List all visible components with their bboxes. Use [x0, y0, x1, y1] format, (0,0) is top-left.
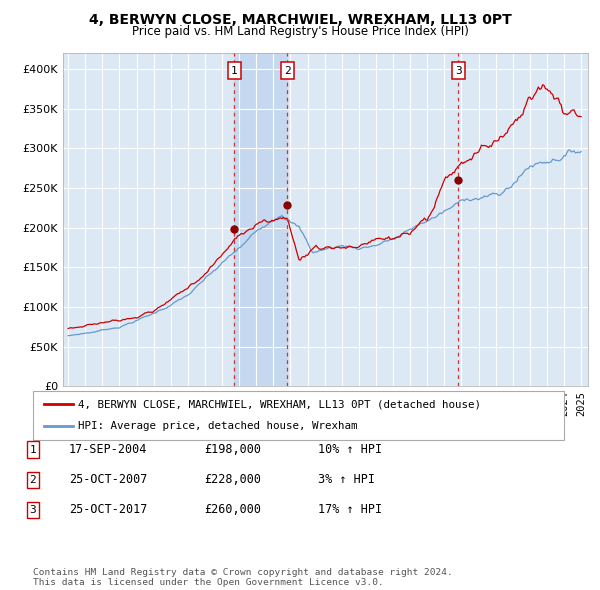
Text: 17-SEP-2004: 17-SEP-2004: [69, 443, 148, 456]
Text: 17% ↑ HPI: 17% ↑ HPI: [318, 503, 382, 516]
Text: 1: 1: [231, 65, 238, 76]
FancyBboxPatch shape: [33, 391, 564, 440]
Text: Contains HM Land Registry data © Crown copyright and database right 2024.
This d: Contains HM Land Registry data © Crown c…: [33, 568, 453, 587]
Text: £228,000: £228,000: [204, 473, 261, 486]
Text: 2: 2: [29, 475, 37, 484]
Text: 2: 2: [284, 65, 290, 76]
Text: HPI: Average price, detached house, Wrexham: HPI: Average price, detached house, Wrex…: [78, 421, 358, 431]
Text: £260,000: £260,000: [204, 503, 261, 516]
Text: £198,000: £198,000: [204, 443, 261, 456]
Text: 10% ↑ HPI: 10% ↑ HPI: [318, 443, 382, 456]
Text: 3: 3: [455, 65, 461, 76]
Text: 4, BERWYN CLOSE, MARCHWIEL, WREXHAM, LL13 0PT (detached house): 4, BERWYN CLOSE, MARCHWIEL, WREXHAM, LL1…: [78, 399, 481, 409]
Text: 3: 3: [29, 505, 37, 514]
Text: Price paid vs. HM Land Registry's House Price Index (HPI): Price paid vs. HM Land Registry's House …: [131, 25, 469, 38]
Text: 1: 1: [29, 445, 37, 454]
Bar: [235, 53, 287, 386]
Text: 25-OCT-2017: 25-OCT-2017: [69, 503, 148, 516]
Text: 4, BERWYN CLOSE, MARCHWIEL, WREXHAM, LL13 0PT: 4, BERWYN CLOSE, MARCHWIEL, WREXHAM, LL1…: [89, 13, 511, 27]
Text: 3% ↑ HPI: 3% ↑ HPI: [318, 473, 375, 486]
Text: 25-OCT-2007: 25-OCT-2007: [69, 473, 148, 486]
